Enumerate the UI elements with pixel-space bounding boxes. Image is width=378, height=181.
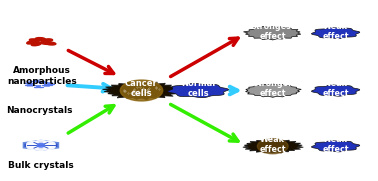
Polygon shape [311, 85, 360, 96]
Circle shape [35, 140, 47, 146]
Text: Stronger
effect: Stronger effect [253, 79, 293, 98]
Text: Weak
effect: Weak effect [259, 135, 286, 154]
Text: Weak
effect: Weak effect [322, 22, 349, 41]
Circle shape [37, 144, 45, 147]
Polygon shape [23, 141, 58, 150]
Circle shape [43, 143, 55, 149]
Text: Weak
effect: Weak effect [322, 135, 349, 154]
Text: Strongest
effect: Strongest effect [250, 22, 295, 41]
Circle shape [41, 82, 44, 83]
Circle shape [48, 83, 51, 84]
Circle shape [120, 80, 163, 101]
Circle shape [35, 80, 38, 82]
Text: Nanocrystals: Nanocrystals [6, 106, 73, 115]
Circle shape [27, 141, 39, 148]
Circle shape [28, 84, 31, 86]
Text: Normal
cells: Normal cells [181, 79, 215, 98]
Polygon shape [102, 82, 180, 100]
Polygon shape [243, 139, 303, 153]
Ellipse shape [35, 38, 45, 40]
Polygon shape [311, 27, 360, 39]
Circle shape [37, 86, 40, 87]
Polygon shape [168, 83, 229, 98]
Circle shape [43, 141, 55, 148]
Circle shape [28, 82, 31, 84]
Ellipse shape [31, 43, 41, 46]
Ellipse shape [46, 42, 56, 45]
Ellipse shape [40, 41, 50, 44]
Circle shape [27, 143, 39, 149]
Ellipse shape [42, 39, 53, 42]
Circle shape [257, 139, 288, 154]
Text: Weak
effect: Weak effect [322, 79, 349, 98]
Polygon shape [243, 26, 301, 40]
Polygon shape [311, 140, 360, 152]
Text: Bulk crystals: Bulk crystals [8, 161, 74, 171]
Text: Cancer
cells: Cancer cells [125, 79, 158, 98]
Ellipse shape [27, 41, 36, 44]
Text: Amorphous
nanoparticles: Amorphous nanoparticles [7, 66, 76, 86]
Circle shape [45, 85, 48, 86]
Circle shape [35, 144, 47, 150]
Ellipse shape [29, 39, 39, 42]
Polygon shape [245, 84, 301, 97]
